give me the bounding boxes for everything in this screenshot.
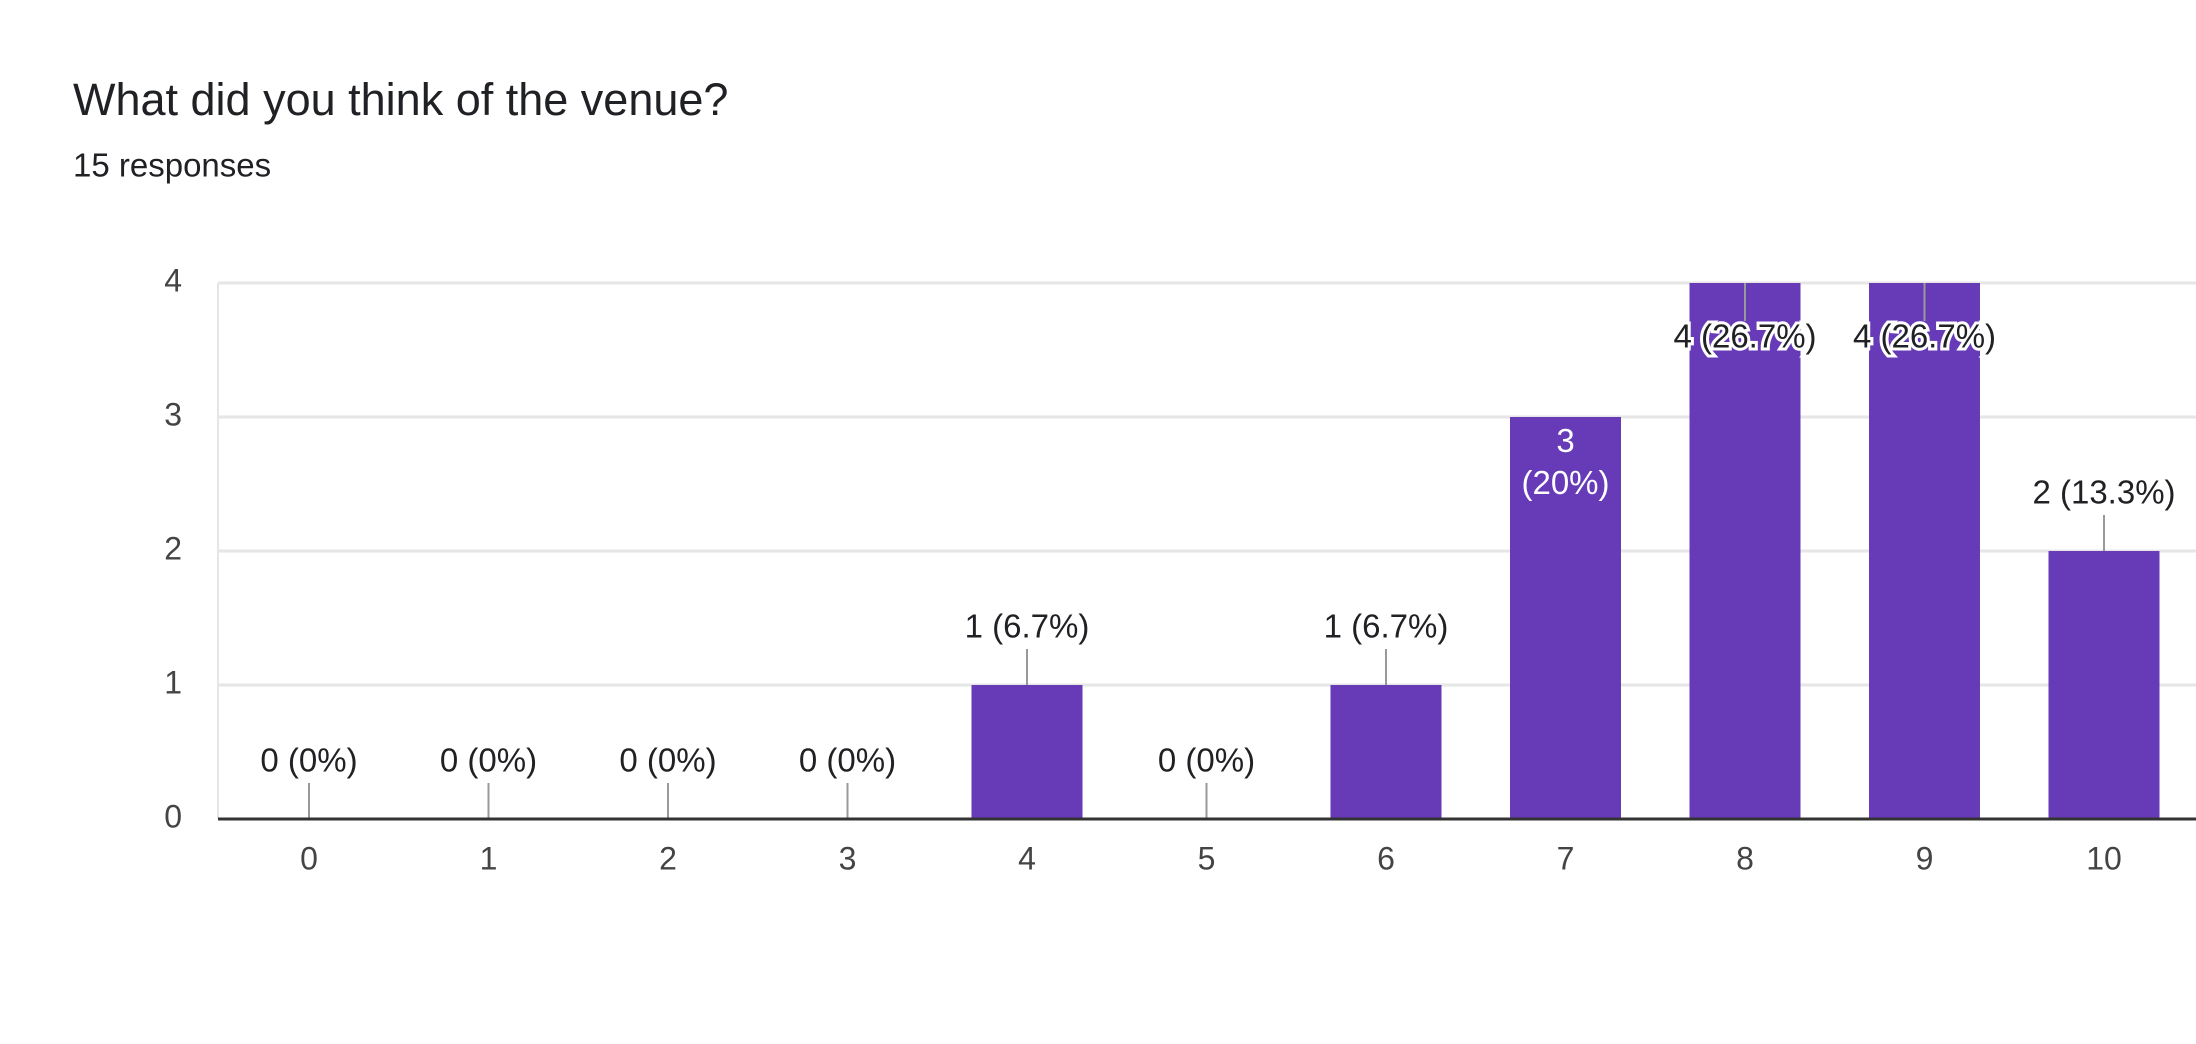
- value-label: 4 (26.7%): [1673, 318, 1816, 355]
- value-label: 4 (26.7%): [1853, 318, 1996, 355]
- x-tick-label: 0: [300, 840, 318, 876]
- bar: [971, 685, 1083, 819]
- x-tick-label: 10: [2086, 840, 2122, 876]
- bar: [1689, 283, 1801, 819]
- x-tick-label: 5: [1198, 840, 1216, 876]
- value-label: 1 (6.7%): [965, 608, 1090, 645]
- value-label: 1 (6.7%): [1324, 608, 1449, 645]
- bar: [2048, 551, 2160, 819]
- x-tick-label: 7: [1557, 840, 1575, 876]
- x-tick-label: 2: [659, 840, 677, 876]
- bar: [1330, 685, 1442, 819]
- value-label: 3 (20%): [1521, 422, 1609, 501]
- chart-title: What did you think of the venue?: [73, 74, 728, 125]
- y-tick-label: 3: [164, 396, 182, 432]
- x-tick-label: 8: [1736, 840, 1754, 876]
- value-label: 0 (0%): [799, 742, 896, 779]
- x-tick-label: 1: [480, 840, 498, 876]
- y-tick-label: 1: [164, 664, 182, 700]
- value-label: 2 (13.3%): [2032, 474, 2175, 511]
- x-tick-label: 6: [1377, 840, 1395, 876]
- value-label: 0 (0%): [260, 742, 357, 779]
- x-tick-label: 3: [839, 840, 857, 876]
- x-tick-label: 9: [1916, 840, 1934, 876]
- chart-subtitle: 15 responses: [73, 147, 271, 184]
- bar: [1510, 417, 1621, 819]
- bar: [1869, 283, 1980, 819]
- value-label: 0 (0%): [1158, 742, 1255, 779]
- x-tick-label: 4: [1018, 840, 1036, 876]
- y-tick-label: 0: [164, 798, 182, 834]
- value-label: 0 (0%): [440, 742, 537, 779]
- value-label: 0 (0%): [619, 742, 716, 779]
- y-tick-label: 4: [164, 262, 182, 298]
- y-tick-label: 2: [164, 530, 182, 566]
